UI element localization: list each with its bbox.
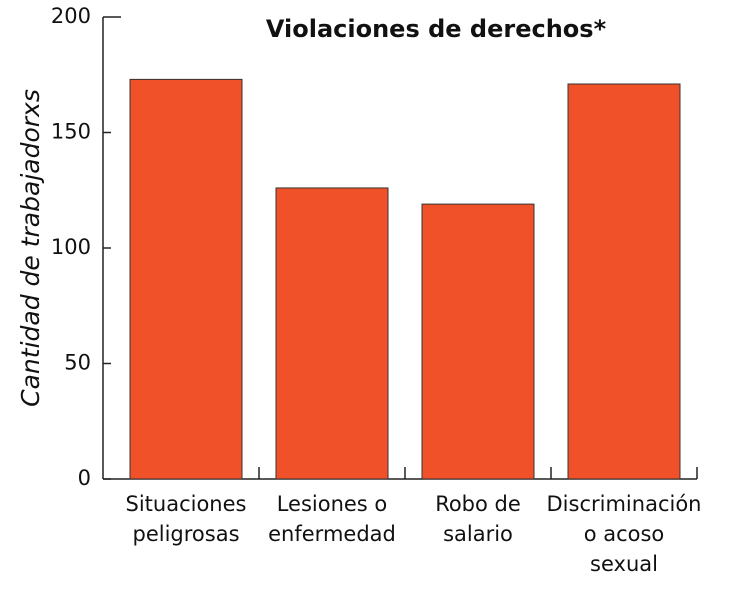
chart-title: Violaciones de derechos*: [266, 15, 607, 43]
x-tick-label: Situaciones peligrosas: [126, 492, 247, 546]
bar: [421, 203, 535, 480]
x-tick-label: Robo de salario: [435, 492, 521, 546]
y-tick-label: 100: [51, 235, 91, 259]
bar: [275, 187, 389, 480]
y-tick-label: 150: [51, 120, 91, 144]
x-tick-label: Lesiones o enfermedad: [268, 492, 396, 546]
y-tick-label: 50: [64, 351, 91, 375]
y-axis-label: Cantidad de trabajadorxs: [16, 89, 45, 407]
y-tick-label: 200: [51, 4, 91, 28]
bar: [567, 83, 681, 480]
x-tick-label: Discriminación o acoso sexual: [547, 492, 702, 576]
y-tick-label: 0: [78, 466, 91, 490]
bar: [129, 78, 243, 480]
